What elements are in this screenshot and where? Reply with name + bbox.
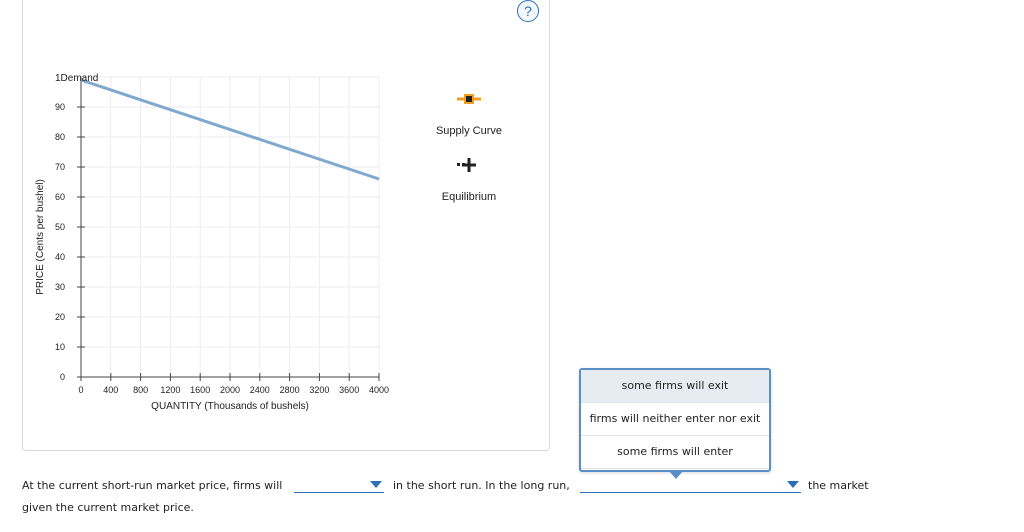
- graph-panel: 0 10 20 30 40 50 60 70 80 90 0 400 800 1200 1600 2000 24…: [22, 0, 550, 451]
- y-tick-label: 80: [55, 132, 65, 142]
- y-tick-label: 10: [55, 342, 65, 352]
- option-neither-enter-nor-exit[interactable]: firms will neither enter nor exit: [581, 403, 769, 436]
- x-axis-label: QUANTITY (Thousands of bushels): [151, 401, 309, 412]
- option-some-firms-enter[interactable]: some firms will enter: [581, 436, 769, 469]
- x-tick-label: 1600: [190, 385, 210, 395]
- x-tick-label: 400: [103, 385, 118, 395]
- y-tick-label: 30: [55, 282, 65, 292]
- x-tick-label: 0: [78, 385, 83, 395]
- x-tick-label: 800: [133, 385, 148, 395]
- y-tick-label: 50: [55, 222, 65, 232]
- x-tick-label: 1200: [160, 385, 180, 395]
- y-tick-label: 70: [55, 162, 65, 172]
- dropdown-pointer: [669, 471, 683, 479]
- x-tick-label: 4000: [369, 385, 389, 395]
- x-tick-label: 2800: [280, 385, 300, 395]
- equilibrium-tool-icon[interactable]: [457, 158, 476, 172]
- supply-curve-tool-label[interactable]: Supply Curve: [435, 125, 503, 137]
- y-tick-label: 20: [55, 312, 65, 322]
- question-text-part1: At the current short-run market price, f…: [22, 479, 283, 492]
- question-text-part4: given the current market price.: [22, 501, 194, 514]
- chevron-down-icon: [787, 481, 799, 488]
- y-tick-label: 0: [60, 372, 65, 382]
- long-run-select[interactable]: [580, 478, 801, 493]
- question-text-part2: in the short run. In the long run,: [393, 479, 570, 492]
- chart[interactable]: 0 10 20 30 40 50 60 70 80 90 0 400 800 1200 1600 2000 24…: [23, 0, 549, 450]
- x-tick-label: 2000: [220, 385, 240, 395]
- series-label: 1Demand: [55, 73, 98, 84]
- y-tick-label: 60: [55, 192, 65, 202]
- question-text-part3: the market: [808, 479, 869, 492]
- x-tick-label: 3600: [339, 385, 359, 395]
- y-tick-label: 40: [55, 252, 65, 262]
- supply-curve-tool-icon[interactable]: [457, 94, 481, 104]
- x-tick-label: 2400: [250, 385, 270, 395]
- x-tick-label: 3200: [309, 385, 329, 395]
- equilibrium-tool-label[interactable]: Equilibrium: [441, 191, 497, 203]
- y-axis-label: PRICE (Cents per bushel): [35, 179, 46, 295]
- option-some-firms-exit[interactable]: some firms will exit: [581, 370, 769, 403]
- chevron-down-icon: [370, 481, 382, 488]
- help-button[interactable]: ?: [517, 0, 539, 22]
- y-tick-label: 90: [55, 102, 65, 112]
- short-run-select[interactable]: [294, 478, 384, 493]
- demand-curve-line[interactable]: [80, 78, 380, 181]
- long-run-dropdown-menu: some firms will exit firms will neither …: [579, 368, 771, 479]
